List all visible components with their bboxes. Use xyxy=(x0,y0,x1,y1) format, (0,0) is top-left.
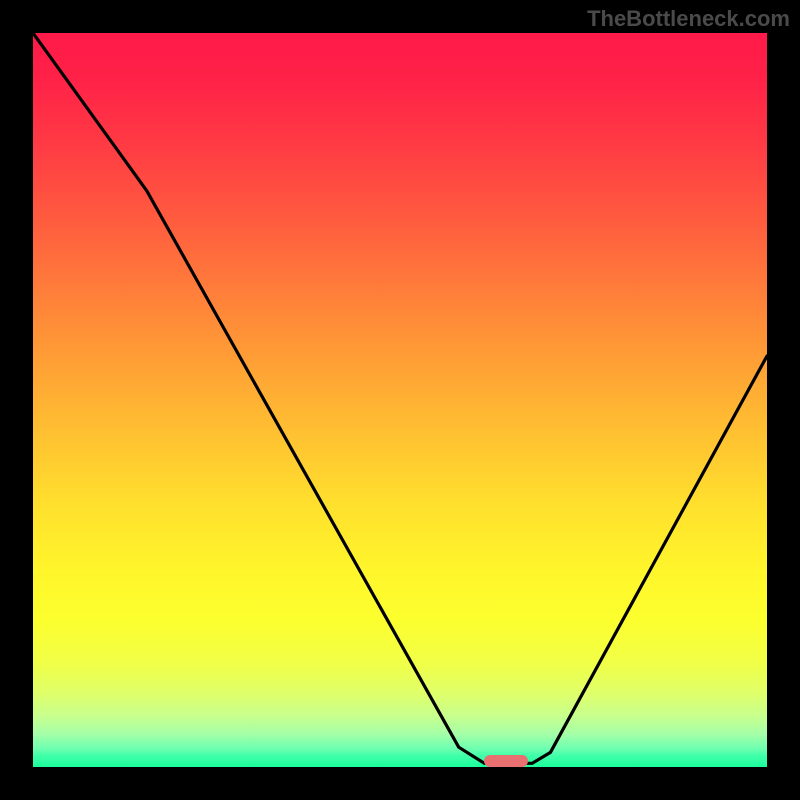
chart-background-gradient xyxy=(33,33,767,767)
chart-minimum-marker xyxy=(484,755,528,767)
watermark-text: TheBottleneck.com xyxy=(587,6,790,32)
chart-plot-area xyxy=(33,33,767,767)
